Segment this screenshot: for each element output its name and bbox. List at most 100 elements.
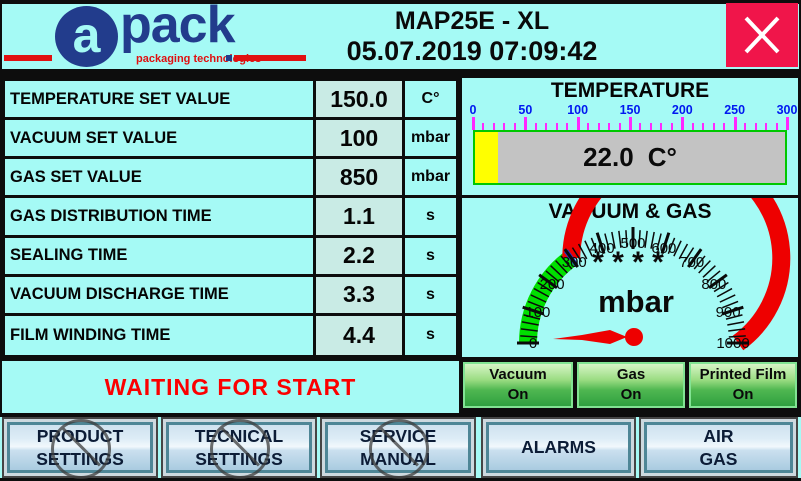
- param-label: FILM WINDING TIME: [10, 325, 171, 344]
- status-message: WAITING FOR START: [104, 373, 357, 400]
- param-value-field[interactable]: 150.0: [313, 81, 405, 118]
- nav-label: TECNICAL: [194, 425, 284, 446]
- indicator-name: Printed Film: [699, 365, 787, 383]
- param-label: SEALING TIME: [10, 246, 128, 265]
- indicator-name: Gas: [616, 365, 646, 383]
- table-row: TEMPERATURE SET VALUE 150.0 C°: [5, 81, 456, 121]
- table-row: GAS SET VALUE 850 mbar: [5, 159, 456, 199]
- svg-text:300: 300: [562, 254, 587, 271]
- param-unit: mbar: [410, 168, 451, 186]
- vacuum-indicator-button[interactable]: Vacuum On: [463, 362, 573, 408]
- table-row: SEALING TIME 2.2 s: [5, 237, 456, 277]
- param-value-field[interactable]: 4.4: [313, 315, 405, 355]
- nav-button-face: PRODUCT SETTINGS: [7, 418, 153, 479]
- param-label: GAS SET VALUE: [10, 167, 142, 186]
- svg-text:600: 600: [651, 240, 676, 257]
- param-label: VACUUM SET VALUE: [10, 128, 178, 147]
- table-row: VACUUM DISCHARGE TIME 3.3 s: [5, 276, 456, 316]
- nav-label: SERVICE: [359, 425, 437, 446]
- param-unit: s: [426, 285, 435, 303]
- temperature-scale: 0 50 100 150 200 250 300 22.0 C°: [469, 103, 798, 189]
- param-unit: s: [426, 207, 435, 225]
- nav-button-face: AIR GAS: [644, 422, 793, 473]
- svg-text:* * * *: * * * *: [592, 246, 664, 279]
- svg-text:1000: 1000: [716, 335, 749, 352]
- nav-label: SETTINGS: [36, 448, 124, 469]
- param-unit: C°: [421, 90, 440, 108]
- vacuum-gas-panel: VACUUM & GAS 0 100 200 300 400 500 600 700 800 90…: [462, 198, 798, 357]
- indicator-state: On: [620, 386, 642, 403]
- temperature-bar-fill: [475, 132, 498, 183]
- svg-text:500: 500: [620, 235, 645, 252]
- logo-circle-icon: a: [55, 6, 118, 67]
- title-block: MAP25E - XL 05.07.2019 07:09:42: [297, 6, 647, 67]
- param-unit: s: [426, 246, 435, 264]
- param-label: GAS DISTRIBUTION TIME: [10, 206, 212, 225]
- nav-button-face: TECNICAL SETTINGS: [166, 418, 312, 479]
- parameter-table: TEMPERATURE SET VALUE 150.0 C° VACUUM SE…: [2, 78, 459, 358]
- nav-button-face: SERVICE MANUAL: [325, 418, 471, 479]
- service-manual-button[interactable]: SERVICE MANUAL: [320, 417, 476, 479]
- tecnical-settings-button[interactable]: TECNICAL SETTINGS: [161, 417, 317, 479]
- logo-bar-left: [4, 55, 52, 61]
- table-row: FILM WINDING TIME 4.4 s: [5, 315, 456, 355]
- nav-label: ALARMS: [521, 437, 596, 458]
- datetime: 05.07.2019 07:09:42: [346, 36, 598, 66]
- close-icon: [744, 16, 780, 54]
- gas-indicator-button[interactable]: Gas On: [577, 362, 685, 408]
- logo-wordmark: pack: [120, 0, 236, 54]
- param-value-field[interactable]: 850: [313, 159, 405, 196]
- param-label: VACUUM DISCHARGE TIME: [10, 285, 229, 304]
- status-area: WAITING FOR START: [2, 361, 459, 413]
- param-value-field[interactable]: 1.1: [313, 198, 405, 235]
- temperature-bar-gauge: 22.0 C°: [473, 130, 787, 185]
- nav-label: GAS: [699, 448, 738, 469]
- nav-label: SETTINGS: [195, 448, 283, 469]
- header: a pack packaging technologies MAP25E - X…: [2, 0, 799, 69]
- param-value-field[interactable]: 3.3: [313, 276, 405, 313]
- nav-label: MANUAL: [360, 448, 436, 469]
- svg-text:800: 800: [701, 276, 726, 293]
- indicator-name: Vacuum: [489, 365, 547, 383]
- bottom-nav: PRODUCT SETTINGS TECNICAL SETTINGS SERVI…: [0, 417, 801, 479]
- svg-text:700: 700: [679, 254, 704, 271]
- svg-text:200: 200: [540, 276, 565, 293]
- temperature-title: TEMPERATURE: [550, 79, 710, 102]
- temperature-reading: 22.0 C°: [475, 132, 785, 183]
- indicator-strip: Vacuum On Gas On Printed Film On: [459, 357, 801, 417]
- svg-text:0: 0: [529, 335, 537, 352]
- table-row: VACUUM SET VALUE 100 mbar: [5, 120, 456, 160]
- param-value-field[interactable]: 100: [313, 120, 405, 157]
- indicator-state: On: [732, 386, 754, 403]
- temperature-scale-ticks: [472, 117, 789, 130]
- nav-button-face: ALARMS: [486, 422, 631, 473]
- logo-square: [226, 55, 232, 61]
- air-gas-button[interactable]: AIR GAS: [639, 417, 798, 478]
- param-unit: s: [426, 326, 435, 344]
- param-unit: mbar: [410, 129, 451, 147]
- svg-text:mbar: mbar: [598, 284, 674, 319]
- temperature-scale-labels: 0 50 100 150 200 250 300: [469, 103, 798, 117]
- temperature-value: 22.0: [583, 142, 634, 172]
- svg-text:100: 100: [525, 304, 550, 321]
- temperature-panel: TEMPERATURE 0 50 100 150 200 250 300 22.0 C°: [462, 78, 798, 195]
- logo-bar-right: [234, 55, 306, 61]
- page-title: MAP25E - XL: [394, 7, 550, 35]
- logo-letter-a: a: [72, 6, 101, 63]
- param-value-field[interactable]: 2.2: [313, 237, 405, 274]
- table-row: GAS DISTRIBUTION TIME 1.1 s: [5, 198, 456, 238]
- nav-label: PRODUCT: [36, 425, 124, 446]
- temperature-unit: C°: [647, 142, 677, 172]
- printed-film-indicator-button[interactable]: Printed Film On: [689, 362, 797, 408]
- svg-text:900: 900: [716, 304, 741, 321]
- apack-logo: a pack packaging technologies: [4, 0, 325, 68]
- alarms-button[interactable]: ALARMS: [481, 417, 636, 478]
- svg-text:400: 400: [590, 240, 615, 257]
- param-label: TEMPERATURE SET VALUE: [10, 89, 231, 108]
- nav-label: AIR: [703, 425, 734, 446]
- close-button[interactable]: [726, 3, 798, 67]
- indicator-state: On: [507, 386, 529, 403]
- product-settings-button[interactable]: PRODUCT SETTINGS: [2, 417, 158, 479]
